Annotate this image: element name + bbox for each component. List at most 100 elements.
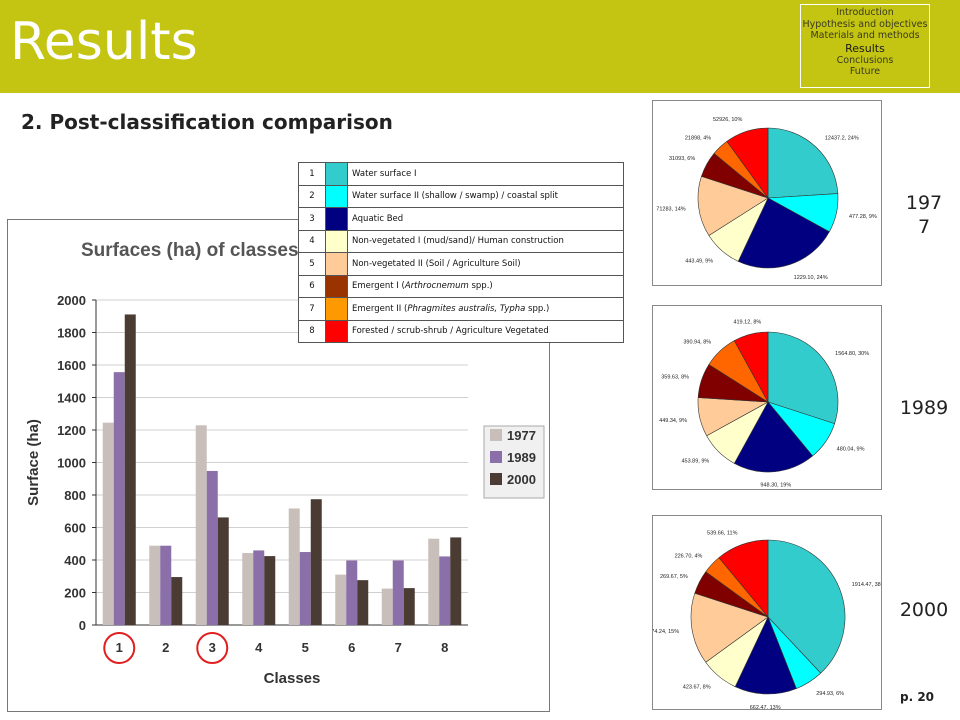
y-tick-label: 1800 (57, 326, 86, 341)
bar-2000-class-1 (124, 314, 136, 625)
highlight-circle (103, 632, 136, 664)
bar-2000-class-6 (357, 580, 369, 625)
pie-slice-class-1 (767, 539, 846, 674)
bar-1989-class-5 (299, 552, 311, 625)
page-title: Results (10, 12, 198, 72)
bar-legend-swatch (490, 429, 502, 441)
legend-color-swatch (325, 184, 348, 208)
bar-1989-class-1 (113, 372, 125, 625)
nav-item-materials[interactable]: Materials and methods (810, 30, 920, 41)
pie-slice-class-3 (737, 197, 830, 269)
legend-color-swatch (325, 319, 348, 343)
pie-data-label: 449.34, 9% (659, 418, 687, 424)
pie-data-label: 390.94, 8% (683, 339, 711, 345)
legend-label-text: Emergent I ( (352, 281, 405, 292)
nav-item-results[interactable]: Results (845, 41, 885, 55)
x-axis-label: Classes (264, 670, 321, 687)
bar-1977-class-5 (288, 508, 300, 625)
pie-data-label: 71283, 14% (656, 206, 685, 212)
legend-row: 5 Non-vegetated II (Soil / Agriculture So… (298, 252, 624, 276)
legend-row: 3 Aquatic Bed (298, 207, 624, 231)
legend-color-swatch (325, 274, 348, 298)
pie-data-label: 269.67, 5% (660, 574, 688, 580)
y-tick-label: 600 (64, 521, 86, 536)
legend-color-swatch (325, 229, 348, 253)
legend-label-text: Water surface I (352, 168, 417, 179)
bar-legend-label: 2000 (507, 472, 536, 487)
bar-1989-class-3 (206, 470, 218, 625)
pie-data-label: 539.66, 11% (707, 530, 738, 536)
section-nav: Introduction Hypothesis and objectives M… (800, 4, 930, 88)
bar-legend-label: 1977 (507, 428, 536, 443)
legend-color-swatch (325, 162, 348, 186)
bar-1989-class-4 (253, 550, 265, 625)
bar-1977-class-3 (195, 425, 207, 625)
legend-row: 8 Forested / scrub-shrub / Agriculture Ve… (298, 319, 624, 343)
pie-data-label: 31093, 6% (669, 156, 695, 162)
pie-data-label: 774.24, 15% (653, 629, 679, 635)
bar-2000-class-5 (310, 499, 322, 625)
legend-class-number: 8 (298, 319, 326, 343)
bar-legend-label: 1989 (507, 450, 536, 465)
bar-1977-class-8 (428, 538, 440, 625)
legend-class-number: 4 (298, 229, 326, 253)
bar-1989-class-8 (439, 556, 451, 625)
section-subtitle: 2. Post-classification comparison (21, 110, 393, 134)
pie-data-label: 443.49, 9% (685, 258, 713, 264)
nav-item-hypothesis[interactable]: Hypothesis and objectives (802, 18, 928, 30)
legend-class-label: Forested / scrub-shrub / Agriculture Veg… (347, 319, 624, 343)
legend-row: 2 Water surface II (shallow / swamp) / co… (298, 184, 624, 208)
legend-color-swatch (325, 207, 348, 231)
pie-title-1989: 1989 (899, 397, 949, 419)
x-tick-label: 8 (441, 640, 448, 655)
legend-row: 4 Non-vegetated I (mud/sand)/ Human const… (298, 229, 624, 253)
legend-label-text: Water surface II (shallow / swamp) / coa… (352, 191, 558, 202)
pie-data-label: 948.30, 19% (760, 483, 791, 489)
y-tick-label: 1000 (57, 456, 86, 471)
legend-class-number: 5 (298, 252, 326, 276)
pie-chart-1977: 12437.2, 24% 477.28, 9% 1229.10, 24% 443.49… (656, 117, 877, 281)
legend-class-label: Emergent I (Arthrocnemum spp.) (347, 274, 624, 298)
bar-1989-class-2 (160, 545, 172, 625)
pie-data-label: 477.28, 9% (849, 214, 877, 220)
pie-data-label: 1229.10, 24% (794, 275, 828, 281)
pie-slice-class-8 (726, 127, 769, 199)
legend-label-suffix: spp.) (525, 303, 550, 314)
bar-1977-class-2 (149, 545, 161, 625)
pie-data-label: 294.93, 6% (816, 691, 844, 697)
x-tick-label: 1 (116, 640, 123, 655)
y-tick-label: 800 (64, 488, 86, 503)
y-tick-label: 0 (79, 618, 86, 633)
y-tick-label: 2000 (57, 293, 86, 308)
legend-class-label: Aquatic Bed (347, 207, 624, 231)
legend-row: 1 Water surface I (298, 162, 624, 186)
legend-class-label: Water surface I (347, 162, 624, 186)
nav-item-introduction[interactable]: Introduction (836, 7, 894, 18)
legend-class-number: 3 (298, 207, 326, 231)
nav-item-future[interactable]: Future (849, 66, 881, 77)
pie-data-label: 419.12, 8% (733, 320, 761, 326)
y-tick-label: 1200 (57, 423, 86, 438)
y-tick-label: 400 (64, 553, 86, 568)
bar-1977-class-7 (381, 588, 393, 625)
pie-chart-2000: 1914.47, 38% 294.93, 6% 662.47, 13% 423.67,… (648, 530, 886, 711)
bar-legend-swatch (490, 473, 502, 485)
pie-data-label: 423.67, 8% (683, 684, 711, 690)
legend-label-species: Arthrocnemum (404, 281, 469, 292)
x-tick-label: 4 (255, 640, 263, 655)
bar-chart: Surfaces (ha) of classes in 0 200 400 600 800… (25, 240, 545, 687)
y-axis-label: Surface (ha) (25, 419, 42, 506)
pie-data-label: 1564.80, 30% (835, 351, 869, 357)
highlight-circle (196, 632, 229, 664)
pie-slice-class-5 (690, 592, 769, 663)
bar-1977-class-6 (335, 574, 347, 625)
legend-label-suffix: spp.) (468, 281, 493, 292)
x-tick-label: 3 (209, 640, 216, 655)
bar-1977-class-1 (102, 422, 114, 625)
bar-2000-class-8 (450, 537, 462, 625)
bar-2000-class-4 (264, 556, 276, 625)
nav-item-conclusions[interactable]: Conclusions (836, 54, 894, 66)
legend-class-number: 6 (298, 274, 326, 298)
pie-slice-class-8 (718, 539, 769, 618)
legend-class-label: Emergent II (Phragmites australis, Typha… (347, 297, 624, 321)
